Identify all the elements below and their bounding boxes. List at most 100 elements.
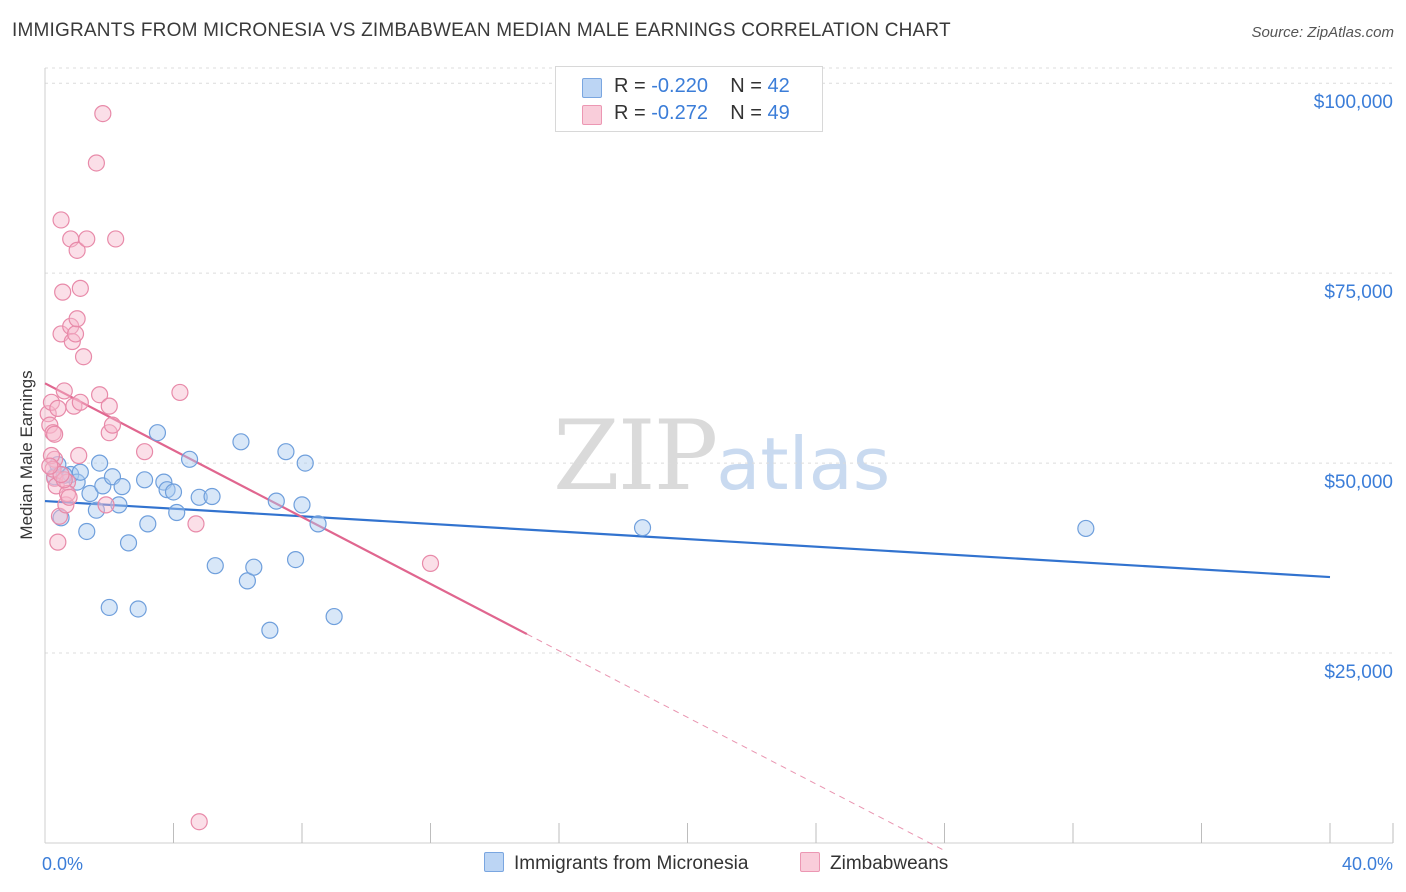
bottom-legend-label-zimbabwe: Zimbabweans xyxy=(830,853,949,874)
point-micronesia xyxy=(309,515,327,533)
point-zimbabwe xyxy=(97,496,115,514)
point-micronesia xyxy=(1077,519,1095,538)
y-tick-label: $50,000 xyxy=(1324,472,1393,493)
point-micronesia xyxy=(190,488,208,506)
point-zimbabwe xyxy=(107,230,125,248)
correlation-legend: R = -0.220 N = 42 R = -0.272 N = 49 xyxy=(555,66,823,132)
point-micronesia xyxy=(148,424,167,442)
point-zimbabwe xyxy=(68,241,86,259)
point-zimbabwe xyxy=(71,279,89,297)
point-micronesia xyxy=(110,496,128,514)
point-zimbabwe xyxy=(87,154,106,172)
point-micronesia xyxy=(135,471,154,489)
legend-r-label: R = xyxy=(614,102,652,124)
legend-swatch-zimbabwe xyxy=(582,105,602,125)
point-micronesia xyxy=(129,600,147,618)
point-micronesia xyxy=(293,496,311,514)
legend-n-label: N = xyxy=(730,75,768,97)
trend-line-micronesia xyxy=(44,499,1331,579)
point-zimbabwe xyxy=(49,533,67,551)
point-zimbabwe xyxy=(135,443,154,461)
point-zimbabwe xyxy=(421,554,440,572)
point-zimbabwe xyxy=(187,515,205,533)
source-label: Source: ZipAtlas.com xyxy=(1251,24,1394,41)
point-zimbabwe xyxy=(94,104,112,123)
point-micronesia xyxy=(87,501,106,519)
point-zimbabwe xyxy=(55,471,73,489)
bottom-legend-zimbabwe: Zimbabweans xyxy=(800,852,948,876)
point-zimbabwe xyxy=(103,416,122,434)
point-zimbabwe xyxy=(68,310,86,328)
trend-lines xyxy=(44,382,1331,852)
point-zimbabwe xyxy=(41,457,59,475)
point-micronesia xyxy=(139,515,157,533)
legend-n-label: N = xyxy=(730,102,768,124)
point-micronesia xyxy=(286,550,305,569)
point-zimbabwe xyxy=(42,446,61,465)
point-zimbabwe xyxy=(42,393,61,411)
watermark: ZIPatlas xyxy=(553,400,890,512)
legend-swatch-micronesia xyxy=(582,78,602,98)
watermark-atlas: atlas xyxy=(716,422,891,506)
point-zimbabwe xyxy=(66,325,85,343)
axis-labels: $25,000 $50,000 $75,000 $100,000 0.0% 40.0% Me… xyxy=(17,92,1393,874)
point-micronesia xyxy=(261,621,279,639)
point-zimbabwe xyxy=(100,397,118,415)
point-micronesia xyxy=(245,558,263,576)
bottom-legend-micronesia: Immigrants from Micronesia xyxy=(484,852,748,876)
point-zimbabwe xyxy=(52,211,70,229)
trend-extension-zimbabwe xyxy=(526,633,945,852)
point-micronesia xyxy=(633,519,652,537)
point-micronesia xyxy=(78,522,96,541)
point-zimbabwe xyxy=(46,425,64,443)
trend-line-zimbabwe xyxy=(44,382,528,636)
point-micronesia xyxy=(168,503,186,522)
point-micronesia xyxy=(325,607,343,626)
point-zimbabwe xyxy=(71,393,89,411)
point-zimbabwe xyxy=(49,399,67,417)
legend-r-value: -0.272 xyxy=(651,102,708,124)
y-axis-label: Median Male Earnings xyxy=(17,370,36,539)
point-micronesia xyxy=(203,487,221,506)
x-tick-label: 40.0% xyxy=(1342,854,1393,874)
point-micronesia xyxy=(180,450,199,468)
point-micronesia xyxy=(119,534,138,552)
point-micronesia xyxy=(113,478,131,496)
point-micronesia xyxy=(232,433,250,451)
bottom-legend-swatch-micronesia xyxy=(484,852,504,872)
point-micronesia xyxy=(296,454,314,472)
legend-r-label: R = xyxy=(614,75,652,97)
axes xyxy=(44,68,1394,844)
y-tick-label: $100,000 xyxy=(1314,92,1393,113)
point-micronesia xyxy=(100,598,118,617)
point-zimbabwe xyxy=(190,813,208,831)
point-zimbabwe xyxy=(55,382,73,400)
point-micronesia xyxy=(71,463,89,481)
bottom-legend-label-micronesia: Immigrants from Micronesia xyxy=(514,853,749,874)
point-micronesia xyxy=(277,443,295,461)
point-zimbabwe xyxy=(60,488,78,506)
legend-n-value: 42 xyxy=(767,75,790,97)
chart-title: IMMIGRANTS FROM MICRONESIA VS ZIMBABWEAN… xyxy=(12,20,951,41)
point-micronesia xyxy=(81,484,99,503)
data-points xyxy=(39,104,1095,831)
point-zimbabwe xyxy=(171,383,189,402)
legend-r-value: -0.220 xyxy=(651,75,708,97)
bottom-legend-swatch-zimbabwe xyxy=(800,852,820,872)
point-micronesia xyxy=(164,483,183,501)
point-zimbabwe xyxy=(78,230,96,248)
point-zimbabwe xyxy=(54,283,72,301)
point-zimbabwe xyxy=(91,386,109,404)
point-zimbabwe xyxy=(74,348,93,366)
y-tick-label: $75,000 xyxy=(1324,282,1393,303)
point-zimbabwe xyxy=(70,446,88,465)
y-tick-label: $25,000 xyxy=(1324,662,1393,683)
watermark-zip: ZIP xyxy=(553,400,718,512)
legend-n-value: 49 xyxy=(767,102,790,124)
point-micronesia xyxy=(91,454,109,472)
x-tick-label: 0.0% xyxy=(42,854,83,874)
point-micronesia xyxy=(158,481,176,499)
point-micronesia xyxy=(267,492,285,510)
point-micronesia xyxy=(206,557,224,575)
